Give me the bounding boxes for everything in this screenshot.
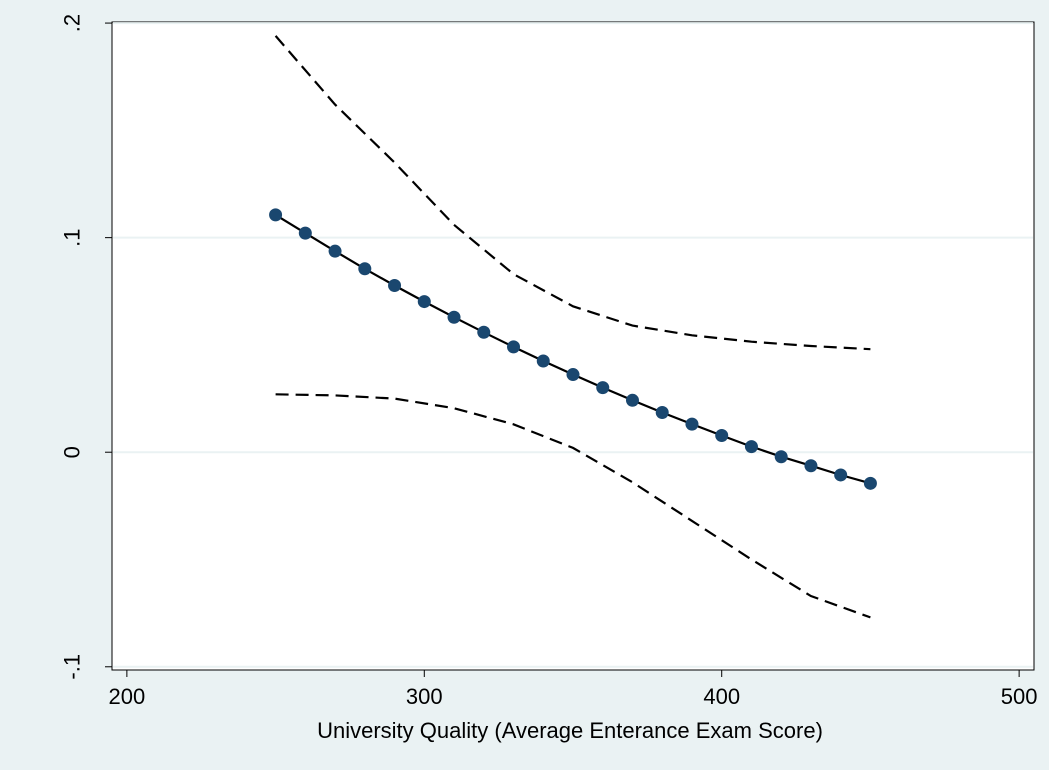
data-point xyxy=(298,226,312,240)
data-point xyxy=(774,450,788,464)
data-point xyxy=(715,428,729,442)
y-tick-label: .2 xyxy=(60,14,85,32)
data-point xyxy=(804,459,818,473)
data-point xyxy=(507,340,521,354)
x-tick-label: 200 xyxy=(109,684,146,709)
data-point xyxy=(447,310,461,324)
data-point xyxy=(685,417,699,431)
confidence-band xyxy=(274,35,871,619)
data-point xyxy=(388,278,402,292)
axes: -.1 0 .1 .2 200 300 400 500 xyxy=(60,14,1038,709)
data-points xyxy=(269,208,877,490)
grid-lines xyxy=(113,22,1033,668)
data-point xyxy=(744,440,758,454)
x-tick-label: 400 xyxy=(703,684,740,709)
x-tick-label: 300 xyxy=(406,684,443,709)
data-point xyxy=(477,325,491,339)
data-point xyxy=(358,262,372,276)
lower-confidence-line xyxy=(275,393,871,619)
y-tick-label: 0 xyxy=(60,446,85,458)
upper-confidence-line xyxy=(274,35,871,351)
data-point xyxy=(625,393,639,407)
data-point xyxy=(566,368,580,382)
data-point xyxy=(655,406,669,420)
data-point xyxy=(269,208,283,222)
data-point xyxy=(536,354,550,368)
x-axis-title: University Quality (Average Enterance Ex… xyxy=(317,718,823,743)
data-point xyxy=(834,468,848,482)
data-point xyxy=(417,295,431,309)
data-point xyxy=(328,244,342,258)
data-point xyxy=(596,381,610,395)
y-tick-label: -.1 xyxy=(60,654,85,680)
x-tick-label: 500 xyxy=(1001,684,1038,709)
plot-area xyxy=(111,21,1035,671)
y-tick-label: .1 xyxy=(60,228,85,246)
data-point xyxy=(863,476,877,490)
